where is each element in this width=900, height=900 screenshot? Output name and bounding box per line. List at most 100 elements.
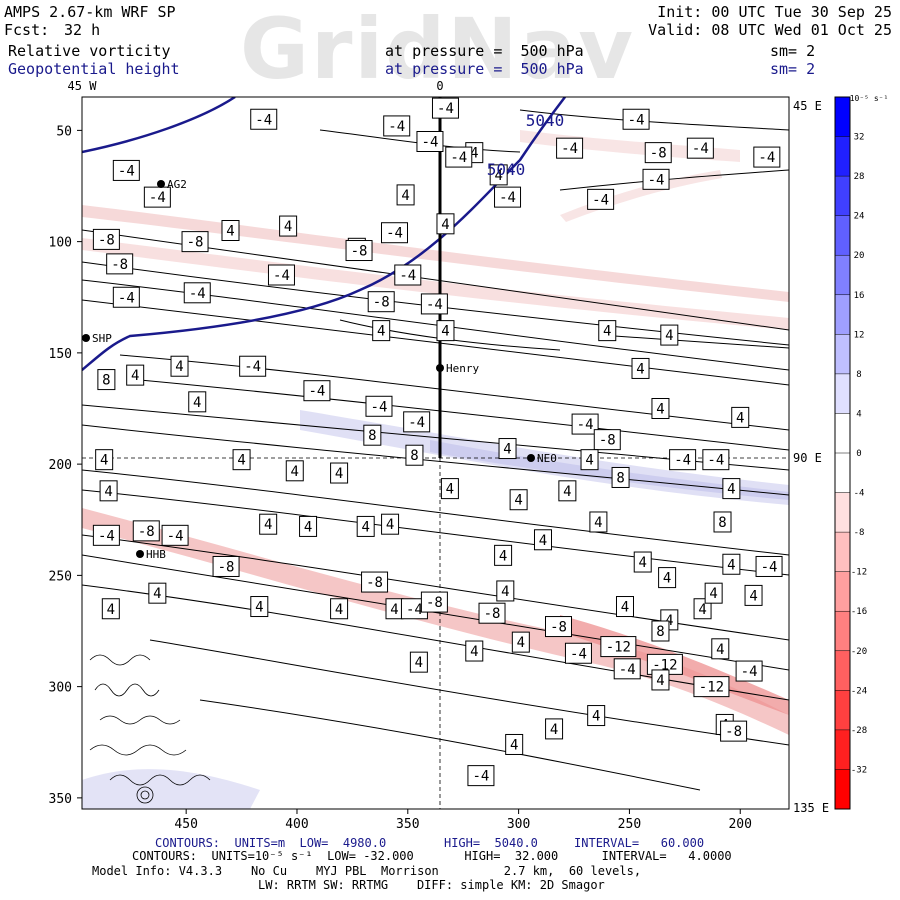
contour-label-box — [755, 555, 783, 577]
contour-label-text: 4 — [592, 709, 600, 725]
contour-label-box — [571, 413, 599, 435]
contour-label-box — [611, 466, 630, 488]
contour-label-text: 4 — [104, 484, 112, 500]
contour-label-text: 4 — [663, 571, 671, 587]
axes: 450 400 350 300 250 2005010015020025030035045… — [49, 79, 830, 832]
contour-label-text: 8 — [102, 373, 110, 389]
contour-label-box — [622, 108, 650, 130]
contour-label-box — [651, 398, 670, 419]
contour-label-box — [711, 638, 730, 660]
contour-label: -8 — [720, 720, 748, 742]
contour-label-text: -4 — [741, 664, 758, 680]
contour-label: -4 — [622, 108, 650, 130]
colorbar-level-label: 16 — [854, 291, 865, 301]
contour-label-text: 4 — [727, 557, 735, 573]
contour-label: -8 — [92, 228, 120, 250]
contour-label: -4 — [143, 186, 171, 208]
contour-label-box — [615, 596, 634, 618]
contour-label: 4 — [170, 355, 189, 377]
height-contour-label: 5040 — [526, 111, 565, 130]
contour-label-box — [465, 640, 484, 662]
contour-label: -4 — [403, 411, 431, 433]
contour-label-box — [720, 720, 748, 742]
contour-label: 4 — [465, 640, 484, 662]
contour-label-text: 4 — [470, 644, 478, 660]
contour-label-text: 4 — [284, 219, 292, 235]
contour-label: 4 — [279, 215, 298, 237]
place-dot — [436, 364, 444, 372]
contour-label-text: -4 — [273, 268, 290, 284]
contour-label: -4 — [383, 115, 411, 137]
longitude-label: 45 W — [68, 79, 98, 93]
contour-label-text: 4 — [386, 517, 394, 533]
contour-label-box — [613, 658, 641, 680]
contour-label: 4 — [533, 529, 552, 551]
contour-label: 4 — [693, 598, 712, 620]
contour-label-text: -4 — [648, 172, 665, 188]
contour-label-box — [188, 391, 207, 413]
contour-label-text: -4 — [399, 268, 416, 284]
contour-label-box — [394, 264, 422, 286]
contour-label: 4 — [704, 582, 723, 604]
contour-label-box — [558, 480, 577, 502]
contour-label-box — [221, 220, 240, 241]
contour-label: 4 — [188, 391, 207, 413]
contour-label-text: 4 — [665, 328, 673, 344]
contour-label-text: -4 — [255, 112, 272, 128]
contour-label-box — [722, 553, 741, 575]
model-info-line: Model Info: V4.3.3 No Cu MYJ PBL Morriso… — [92, 864, 642, 878]
contour-label-box — [651, 669, 670, 691]
contour-label: -4 — [613, 658, 641, 680]
contour-label: -4 — [112, 159, 140, 181]
contour-label-text: 4 — [503, 442, 511, 458]
contour-label-box — [580, 449, 599, 471]
contour-label-text: 4 — [501, 584, 509, 600]
field1-smoothing: sm= 2 — [770, 42, 816, 60]
place-label: AG2 — [167, 178, 187, 191]
contour-label-box — [365, 395, 393, 417]
contour-label-text: 4 — [563, 484, 571, 500]
contour-label-box — [232, 449, 251, 471]
contour-label-box — [285, 460, 304, 482]
colorbar-level-label: 8 — [856, 370, 861, 380]
contour-label-text: -8 — [650, 146, 667, 162]
contour-label-box — [101, 598, 120, 620]
forecast-hour: 32 h — [64, 21, 101, 39]
contour-label: 4 — [722, 553, 741, 575]
contour-label-box — [533, 529, 552, 551]
contour-label-box — [440, 478, 459, 500]
colorbar-level-label: -8 — [854, 528, 865, 538]
contour-label: 4 — [299, 515, 318, 537]
contour-label-box — [143, 186, 171, 208]
colorbar-bin — [835, 729, 850, 770]
contour-label-text: -8 — [138, 524, 155, 540]
contour-label: -4 — [365, 395, 393, 417]
colorbar-level-label: -32 — [851, 765, 867, 775]
contour-label: 4 — [731, 406, 750, 428]
contour-label-box — [259, 513, 278, 535]
contour-label-box — [181, 231, 209, 253]
contour-label-box — [212, 555, 240, 577]
contour-label-box — [545, 616, 573, 638]
contour-label-text: 4 — [698, 602, 706, 618]
contour-label: 4 — [505, 733, 524, 755]
contour-label-box — [505, 733, 524, 755]
contour-label: 8 — [651, 620, 670, 642]
contour-label-text: -4 — [386, 226, 403, 242]
field2-name: Geopotential height — [8, 60, 180, 78]
contour-label: 4 — [95, 449, 114, 471]
contour-label: -4 — [445, 146, 473, 168]
contour-label-box — [420, 293, 448, 315]
contour-label-text: -8 — [351, 244, 368, 260]
contour-label: -4 — [250, 108, 278, 130]
contour-label: -4 — [239, 355, 267, 377]
contour-label-box — [494, 186, 522, 208]
height-contour-label: 5040 — [487, 160, 526, 179]
contour-label: -8 — [132, 520, 160, 542]
contour-label-text: -8 — [111, 257, 128, 273]
contour-label-text: -4 — [437, 101, 454, 117]
contour-label-box — [545, 718, 564, 740]
x-tick-label: 450 — [174, 817, 197, 832]
contour-label-text: -8 — [550, 620, 567, 636]
contour-label: -8 — [593, 429, 621, 451]
